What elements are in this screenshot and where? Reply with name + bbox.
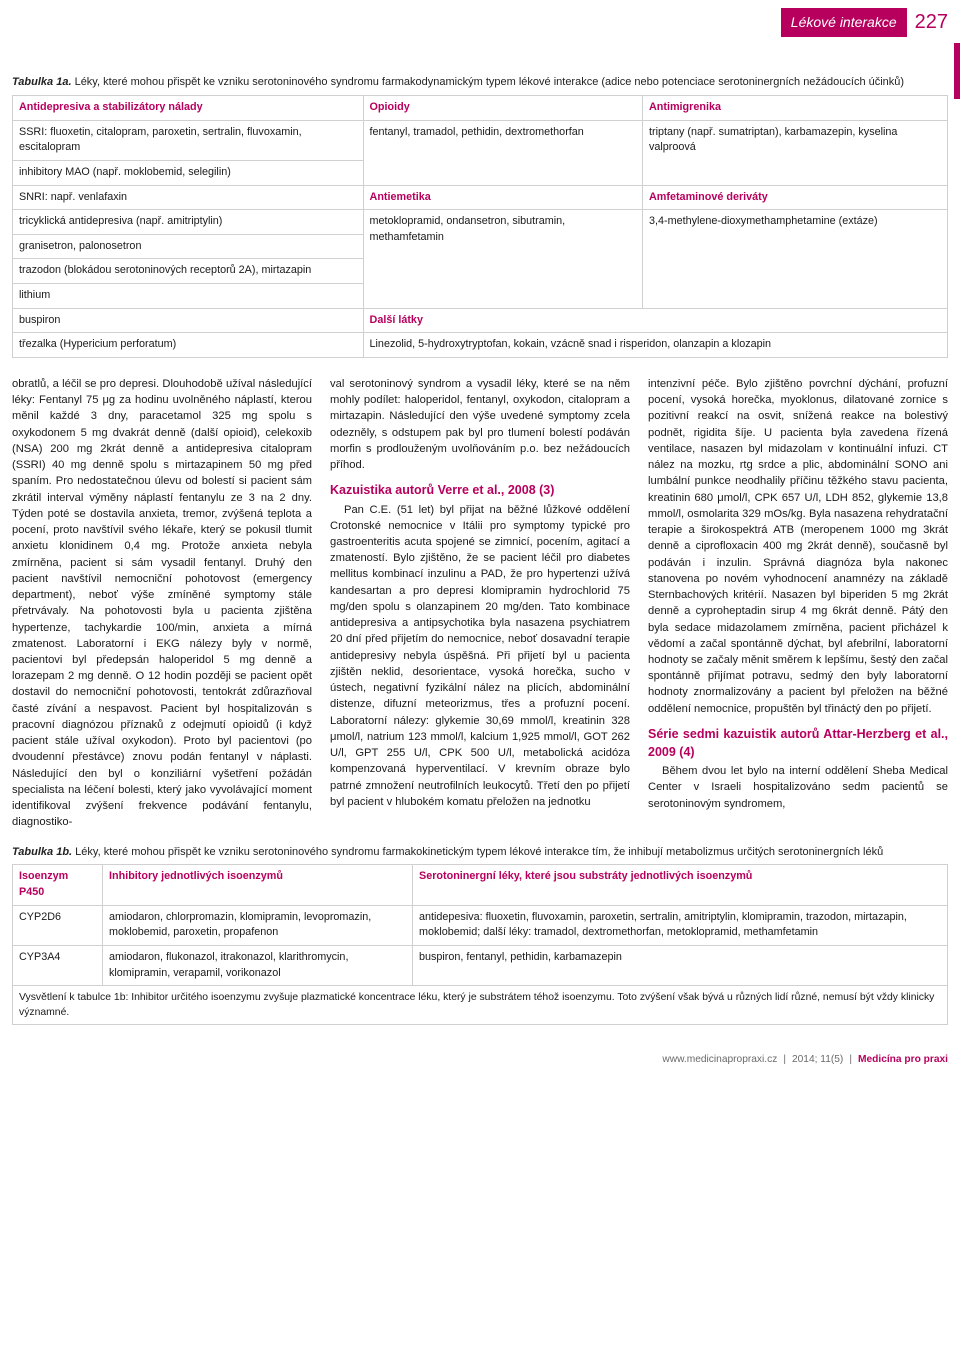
table-cell: amiodaron, chlorpromazin, klomipramin, l… xyxy=(103,905,413,945)
footer-journal: Medicína pro praxi xyxy=(858,1053,948,1068)
table-header: Opioidy xyxy=(363,95,642,120)
table-cell: SNRI: např. venlafaxin xyxy=(13,185,364,210)
body-paragraph: obratlů, a léčil se pro depresi. Dlouhod… xyxy=(12,376,312,831)
table-cell: trazodon (blokádou serotoninových recept… xyxy=(13,259,364,284)
table-row: třezalka (Hypericium perforatum) Linezol… xyxy=(13,333,948,358)
table-row: SNRI: např. venlafaxin Antiemetika Amfet… xyxy=(13,185,948,210)
table-row: CYP2D6 amiodaron, chlorpromazin, klomipr… xyxy=(13,905,948,945)
table-note-row: Vysvětlení k tabulce 1b: Inhibitor určit… xyxy=(13,986,948,1025)
table-cell: granisetron, palonosetron xyxy=(13,234,364,259)
table-cell: CYP3A4 xyxy=(13,946,103,986)
table-cell: SSRI: fluoxetin, citalopram, paroxetin, … xyxy=(13,120,364,160)
table-header: Isoenzym P450 xyxy=(13,865,103,905)
table-row: CYP3A4 amiodaron, flukonazol, itrakonazo… xyxy=(13,946,948,986)
table-cell: inhibitory MAO (např. moklobemid, selegi… xyxy=(13,160,364,185)
body-columns: obratlů, a léčil se pro depresi. Dlouhod… xyxy=(0,376,960,845)
table-cell: buspiron xyxy=(13,308,364,333)
table-cell: fentanyl, tramadol, pethidin, dextrometh… xyxy=(363,120,642,185)
body-paragraph: val serotoninový syndrom a vysadil léky,… xyxy=(330,376,630,473)
table-row: Antidepresiva a stabilizátory nálady Opi… xyxy=(13,95,948,120)
table-1a-caption-bold: Tabulka 1a. xyxy=(12,76,72,88)
page-header: Lékové interakce 227 xyxy=(0,0,960,61)
subheading: Kazuistika autorů Verre et al., 2008 (3) xyxy=(330,481,630,499)
table-cell: Linezolid, 5-hydroxytryptofan, kokain, v… xyxy=(363,333,947,358)
table-cell: triptany (např. sumatriptan), karbamazep… xyxy=(642,120,947,185)
table-row: Isoenzym P450 Inhibitory jednotlivých is… xyxy=(13,865,948,905)
table-header: Inhibitory jednotlivých isoenzymů xyxy=(103,865,413,905)
body-paragraph: Během dvou let bylo na interní oddělení … xyxy=(648,763,948,812)
page-footer: www.medicinapropraxi.cz | 2014; 11(5) | … xyxy=(0,1043,960,1076)
table-1a-caption: Tabulka 1a. Léky, které mohou přispět ke… xyxy=(0,75,960,95)
body-paragraph: Pan C.E. (51 let) byl přijat na běžné lů… xyxy=(330,502,630,810)
table-cell: CYP2D6 xyxy=(13,905,103,945)
subheading: Série sedmi kazuistik autorů Attar-Herzb… xyxy=(648,725,948,761)
table-cell: antidepesiva: fluoxetin, fluvoxamin, par… xyxy=(413,905,948,945)
table-cell: 3,4-methylene-dioxymethamphetamine (extá… xyxy=(642,210,947,309)
table-header: Další látky xyxy=(363,308,947,333)
table-header: Antiemetika xyxy=(363,185,642,210)
table-cell: amiodaron, flukonazol, itrakonazol, klar… xyxy=(103,946,413,986)
table-cell: tricyklická antidepresiva (např. amitrip… xyxy=(13,210,364,235)
table-cell: metoklopramid, ondansetron, sibutramin, … xyxy=(363,210,642,309)
table-header: Amfetaminové deriváty xyxy=(642,185,947,210)
table-row: tricyklická antidepresiva (např. amitrip… xyxy=(13,210,948,235)
table-1a: Antidepresiva a stabilizátory nálady Opi… xyxy=(12,95,948,358)
table-header: Antidepresiva a stabilizátory nálady xyxy=(13,95,364,120)
footer-url: www.medicinapropraxi.cz xyxy=(662,1053,777,1068)
page-number: 227 xyxy=(915,8,948,37)
table-row: buspiron Další látky xyxy=(13,308,948,333)
section-tag: Lékové interakce xyxy=(781,8,907,36)
table-row: SSRI: fluoxetin, citalopram, paroxetin, … xyxy=(13,120,948,160)
table-1a-caption-text: Léky, které mohou přispět ke vzniku sero… xyxy=(72,76,905,88)
table-1b-caption: Tabulka 1b. Léky, které mohou přispět ke… xyxy=(0,845,960,865)
table-note: Vysvětlení k tabulce 1b: Inhibitor určit… xyxy=(13,986,948,1025)
table-1b: Isoenzym P450 Inhibitory jednotlivých is… xyxy=(12,864,948,1025)
body-paragraph: intenzivní péče. Bylo zjištěno povrchní … xyxy=(648,376,948,717)
table-1b-caption-text: Léky, které mohou přispět ke vzniku sero… xyxy=(72,846,883,858)
footer-issue: 2014; 11(5) xyxy=(792,1053,843,1068)
table-cell: třezalka (Hypericium perforatum) xyxy=(13,333,364,358)
table-header: Antimigrenika xyxy=(642,95,947,120)
table-cell: buspiron, fentanyl, pethidin, karbamazep… xyxy=(413,946,948,986)
table-cell: lithium xyxy=(13,284,364,309)
footer-sep: | xyxy=(783,1053,786,1068)
footer-sep: | xyxy=(849,1053,852,1068)
table-header: Serotoninergní léky, které jsou substrát… xyxy=(413,865,948,905)
table-1b-caption-bold: Tabulka 1b. xyxy=(12,846,72,858)
